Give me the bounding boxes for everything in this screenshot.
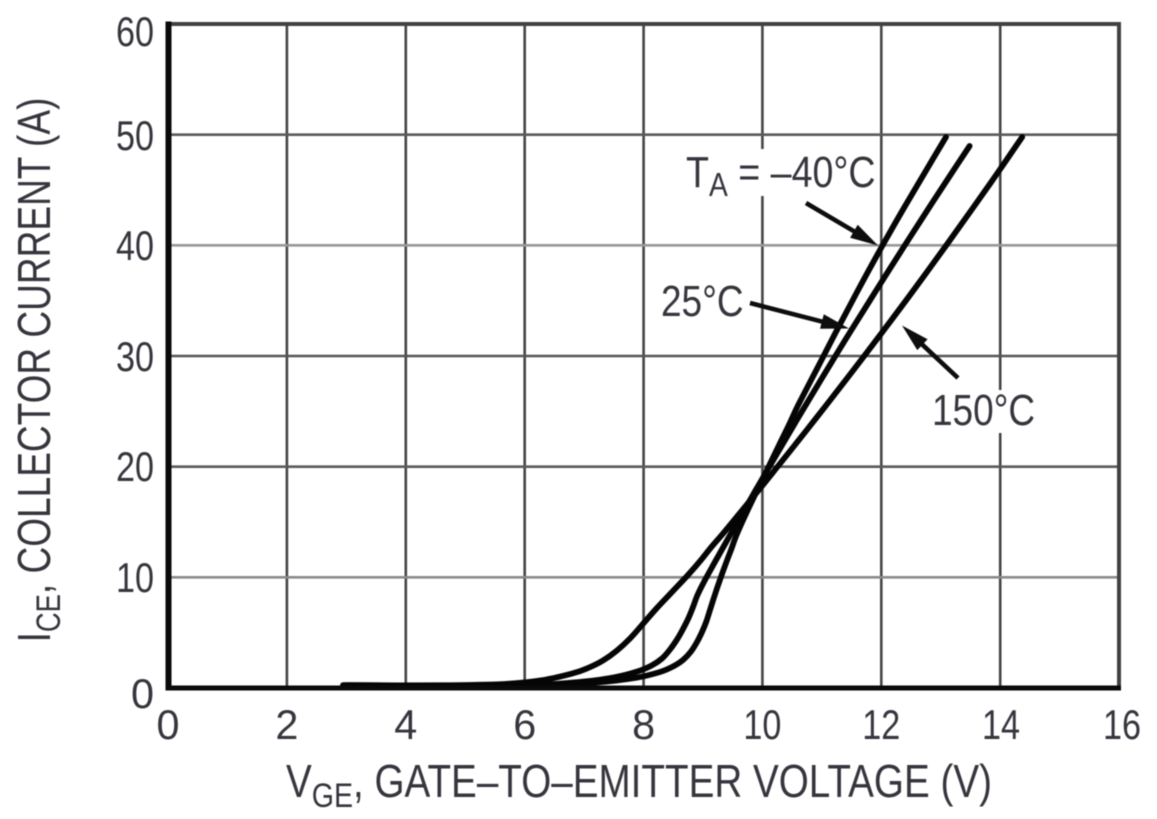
svg-text:2: 2 xyxy=(275,701,298,748)
svg-text:150°C: 150°C xyxy=(932,385,1035,435)
svg-text:20: 20 xyxy=(116,443,154,490)
svg-text:14: 14 xyxy=(982,701,1020,748)
svg-text:60: 60 xyxy=(116,8,154,55)
svg-text:40: 40 xyxy=(116,222,154,269)
svg-text:10: 10 xyxy=(116,554,154,601)
svg-text:12: 12 xyxy=(862,701,900,748)
svg-text:50: 50 xyxy=(116,112,154,159)
svg-text:4: 4 xyxy=(394,701,417,748)
svg-text:16: 16 xyxy=(1103,701,1141,748)
svg-text:25°C: 25°C xyxy=(661,276,744,326)
svg-text:TA = –40°C: TA = –40°C xyxy=(686,147,876,203)
svg-text:30: 30 xyxy=(116,333,154,380)
svg-text:8: 8 xyxy=(632,701,655,748)
svg-text:VGE, GATE–TO–EMITTER VOLTAGE (: VGE, GATE–TO–EMITTER VOLTAGE (V) xyxy=(286,756,992,815)
svg-text:ICE, COLLECTOR CURRENT (A): ICE, COLLECTOR CURRENT (A) xyxy=(8,98,68,643)
svg-text:10: 10 xyxy=(743,701,781,748)
svg-text:6: 6 xyxy=(513,701,536,748)
svg-text:0: 0 xyxy=(157,701,180,748)
svg-text:0: 0 xyxy=(131,670,154,717)
